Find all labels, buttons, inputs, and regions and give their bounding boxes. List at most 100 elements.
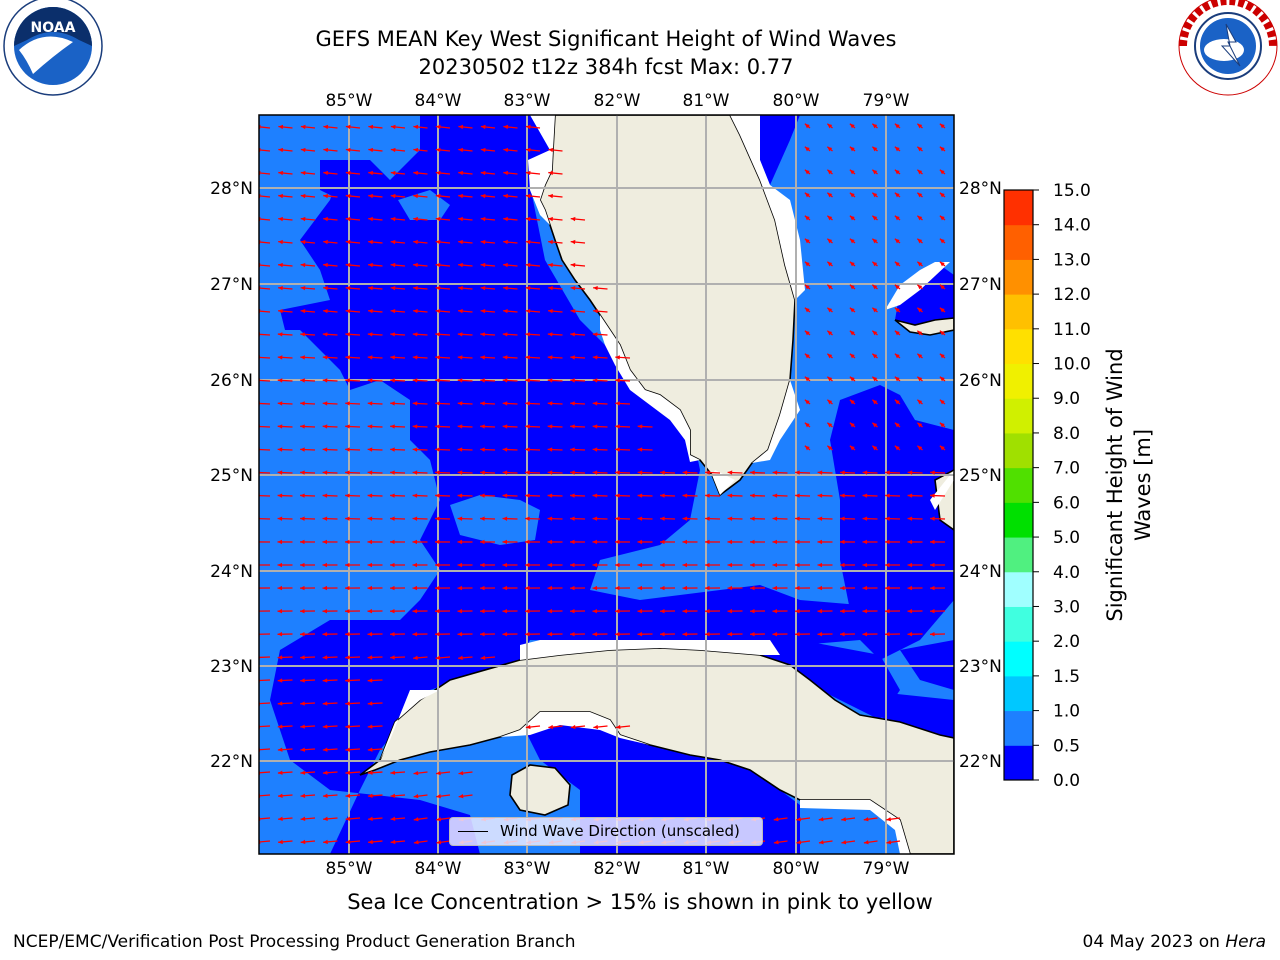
- wave-direction-arrow: [525, 193, 541, 199]
- wave-direction-arrow: [457, 401, 473, 406]
- lon-label-bottom: 85°W: [326, 859, 373, 879]
- wave-direction-arrow: [939, 146, 946, 152]
- wave-direction-arrow: [435, 308, 451, 314]
- wave-direction-arrow: [547, 355, 563, 360]
- wave-direction-arrow: [886, 840, 901, 845]
- wave-direction-arrow: [916, 422, 923, 428]
- wave-direction-arrow: [299, 562, 316, 568]
- wave-direction-arrow: [862, 585, 878, 591]
- wave-direction-arrow: [278, 193, 293, 199]
- wave-direction-arrow: [368, 239, 383, 245]
- wave-direction-arrow: [457, 332, 473, 337]
- wave-direction-arrow: [570, 216, 586, 222]
- wave-direction-arrow: [570, 401, 586, 406]
- wave-direction-arrow: [804, 238, 811, 244]
- wave-direction-arrow: [849, 376, 856, 382]
- wave-direction-arrow: [871, 146, 878, 152]
- wave-direction-arrow: [278, 170, 293, 176]
- wave-direction-arrow: [479, 539, 496, 545]
- wave-direction-arrow: [300, 655, 316, 660]
- wave-direction-arrow: [345, 701, 361, 706]
- wave-direction-arrow: [840, 516, 856, 521]
- wave-direction-arrow: [916, 238, 923, 244]
- wave-direction-arrow: [345, 839, 361, 845]
- wave-direction-arrow: [894, 215, 901, 221]
- wave-direction-arrow: [277, 655, 293, 660]
- wave-direction-arrow: [660, 493, 676, 498]
- wave-direction-arrow: [772, 562, 788, 568]
- wave-direction-arrow: [322, 724, 338, 729]
- wave-direction-arrow: [826, 330, 833, 336]
- wave-direction-arrow: [894, 238, 901, 244]
- colorbar-tick-label: 5.0: [1053, 528, 1080, 548]
- wave-direction-arrow: [412, 355, 428, 360]
- wave-direction-arrow: [548, 170, 563, 176]
- wave-direction-arrow: [615, 424, 631, 429]
- wave-direction-arrow: [502, 632, 518, 637]
- wave-direction-arrow: [727, 470, 743, 475]
- wave-direction-arrow: [826, 215, 833, 221]
- wave-direction-arrow: [592, 332, 608, 337]
- wave-direction-arrow: [390, 839, 406, 845]
- lon-label-bottom: 80°W: [773, 859, 820, 879]
- wave-direction-arrow: [525, 493, 541, 498]
- wave-direction-arrow: [817, 493, 833, 498]
- wave-direction-arrow: [592, 608, 608, 614]
- wave-direction-arrow: [322, 632, 338, 637]
- wave-direction-arrow: [367, 470, 383, 475]
- wave-direction-arrow: [840, 608, 856, 614]
- wave-direction-arrow: [525, 285, 541, 291]
- wave-direction-arrow: [849, 353, 856, 359]
- wave-direction-arrow: [479, 562, 496, 568]
- wave-direction-arrow: [278, 262, 293, 268]
- wave-direction-arrow: [300, 147, 316, 153]
- wave-direction-arrow: [300, 816, 316, 822]
- wave-direction-arrow: [480, 147, 496, 153]
- wave-direction-arrow: [368, 216, 383, 222]
- wave-direction-arrow: [435, 516, 451, 521]
- wave-direction-arrow: [480, 124, 496, 130]
- wave-direction-arrow: [368, 170, 383, 176]
- colorbar-tick-label: 7.0: [1053, 459, 1080, 479]
- lat-label-left: 28°N: [210, 179, 253, 199]
- wave-direction-arrow: [682, 585, 698, 591]
- wave-direction-arrow: [804, 376, 811, 382]
- wave-direction-arrow: [570, 493, 586, 498]
- wave-direction-arrow: [345, 401, 361, 406]
- wave-direction-arrow: [659, 585, 676, 591]
- wave-direction-arrow: [548, 147, 563, 153]
- wave-direction-arrow: [615, 355, 631, 360]
- wave-direction-arrow: [885, 493, 901, 498]
- wave-direction-arrow: [435, 401, 451, 406]
- wave-direction-arrow: [502, 332, 518, 337]
- colorbar-tick-label: 0.0: [1053, 771, 1080, 791]
- wave-direction-arrow: [322, 678, 338, 683]
- map-area: [259, 115, 954, 854]
- wave-direction-arrow: [592, 539, 608, 545]
- wave-direction-arrow: [503, 193, 518, 199]
- wave-direction-arrow: [569, 562, 586, 568]
- wave-direction-arrow: [871, 376, 878, 382]
- wave-direction-arrow: [547, 447, 563, 452]
- wave-direction-arrow: [885, 470, 901, 475]
- wave-direction-arrow: [278, 839, 293, 845]
- wave-direction-arrow: [525, 608, 541, 614]
- wave-direction-arrow: [413, 262, 428, 268]
- wave-direction-arrow: [457, 608, 473, 614]
- wave-direction-arrow: [772, 632, 788, 637]
- wave-direction-arrow: [345, 493, 361, 498]
- noaa-logo-text: NOAA: [31, 20, 76, 36]
- wave-direction-arrow: [503, 308, 518, 314]
- wave-direction-arrow: [368, 147, 383, 153]
- wave-direction-arrow: [389, 585, 406, 591]
- colorbar-tick-label: 12.0: [1053, 285, 1091, 305]
- wave-direction-arrow: [939, 192, 946, 198]
- wave-direction-arrow: [300, 608, 316, 614]
- longitude-labels-bottom: 85°W 84°W 83°W 82°W 81°W 80°W 79°W: [326, 859, 910, 879]
- wave-direction-arrow: [367, 355, 383, 360]
- wave-direction-arrow: [849, 215, 856, 221]
- wave-direction-arrow: [569, 585, 586, 591]
- wave-direction-arrow: [480, 655, 496, 661]
- wave-direction-arrow: [389, 562, 406, 568]
- wave-direction-arrow: [502, 562, 518, 568]
